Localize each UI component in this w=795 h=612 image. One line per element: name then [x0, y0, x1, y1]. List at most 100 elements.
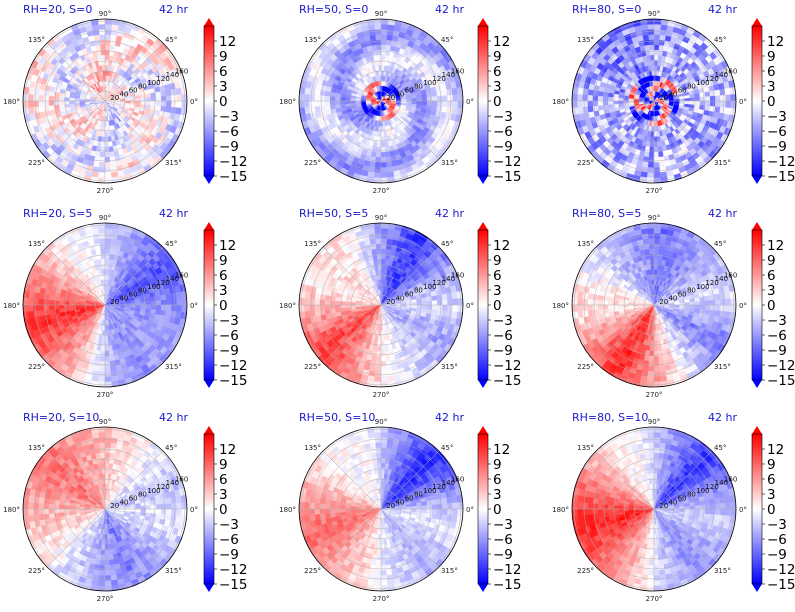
colorbar-tick-label: −9	[219, 139, 239, 155]
heatmap-cell	[98, 162, 106, 168]
heatmap-cell	[104, 371, 112, 377]
heatmap-cell	[33, 100, 39, 108]
colorbar-tick-label: 12	[493, 34, 510, 50]
heatmap-cell	[648, 39, 655, 46]
radial-tick-label: 80	[138, 287, 147, 295]
angle-tick-label: 135°	[304, 36, 321, 44]
colorbar-extend-top	[478, 18, 488, 26]
heatmap-cell	[166, 100, 172, 108]
heatmap-cell	[33, 298, 39, 306]
heatmap-cell	[452, 100, 459, 108]
heatmap-cell	[53, 100, 60, 106]
heatmap-cell	[380, 49, 386, 56]
heatmap-cell	[694, 96, 701, 102]
heatmap-cell	[442, 94, 448, 102]
heatmap-cell	[715, 100, 721, 108]
heatmap-cell	[653, 23, 661, 30]
heatmap-cell	[104, 34, 112, 40]
heatmap-cell	[368, 166, 376, 173]
heatmap-cell	[100, 141, 106, 148]
heatmap-cell	[99, 151, 106, 158]
heatmap-cell	[48, 95, 55, 102]
polar-panel-3: 20 40 60 80 1001201401600°45°90°135°180°225°…	[552, 3, 795, 195]
heatmap-cell	[314, 100, 320, 108]
heatmap-cell	[380, 141, 386, 148]
heatmap-cell	[380, 162, 388, 168]
heatmap-cell	[597, 90, 604, 97]
angle-tick-label: 315°	[165, 159, 182, 167]
heatmap-cell	[109, 39, 116, 46]
heatmap-cell	[38, 100, 44, 108]
heatmap-cell	[92, 29, 100, 36]
heatmap-cell	[659, 166, 667, 173]
heatmap-cell	[43, 294, 50, 301]
heatmap-cell	[386, 166, 394, 173]
heatmap-cell	[96, 345, 102, 352]
heatmap-cell	[125, 100, 131, 104]
panel-title: RH=80, S=0	[572, 3, 641, 16]
heatmap-cell	[657, 49, 664, 56]
heatmap-cell	[92, 166, 100, 173]
colorbar-extend-top	[204, 222, 214, 230]
heatmap-cell	[100, 49, 106, 56]
heatmap-cell	[628, 98, 634, 102]
colorbar-tick-label: 9	[493, 49, 502, 65]
heatmap-cell	[699, 104, 706, 111]
heatmap-cell	[110, 29, 118, 36]
heatmap-cell	[674, 100, 680, 104]
angle-tick-label: 225°	[28, 363, 45, 371]
heatmap-cell	[109, 248, 116, 255]
heatmap-cell	[58, 296, 65, 302]
heatmap-cell	[33, 106, 40, 114]
heatmap-cell	[426, 100, 433, 106]
heatmap-cell	[653, 156, 660, 163]
heatmap-cell	[309, 88, 316, 96]
heatmap-cell	[720, 100, 726, 108]
colorbar-gradient	[478, 26, 488, 176]
heatmap-cell	[641, 166, 649, 173]
heatmap-cell	[155, 105, 162, 112]
radial-tick-label: 60	[678, 87, 687, 95]
heatmap-cell	[730, 93, 737, 102]
heatmap-cell	[110, 34, 117, 41]
heatmap-cell	[694, 104, 701, 110]
heatmap-cell	[98, 167, 106, 173]
heatmap-cell	[43, 95, 50, 102]
colorbar-tick-label: −12	[219, 358, 248, 374]
heatmap-cell	[181, 297, 188, 306]
heatmap-cell	[104, 23, 112, 30]
angle-tick-label: 225°	[28, 159, 45, 167]
heatmap-cell	[319, 100, 326, 107]
heatmap-cell	[647, 23, 655, 30]
heatmap-cell	[380, 156, 387, 163]
heatmap-cell	[99, 156, 106, 163]
heatmap-cell	[160, 299, 167, 306]
heatmap-cell	[298, 93, 305, 102]
heatmap-cell	[426, 104, 433, 111]
polar-panel-1: 20 40 60 80 1001201401600°45°90°135°180°225°…	[3, 3, 247, 195]
heatmap-cell	[160, 309, 167, 316]
heatmap-cell	[22, 304, 29, 313]
radial-tick-label: 160	[724, 67, 737, 75]
angle-tick-label: 180°	[552, 98, 569, 106]
heatmap-cell	[597, 100, 604, 107]
angle-tick-label: 135°	[28, 240, 45, 248]
heatmap-cell	[457, 100, 464, 109]
heatmap-cell	[171, 304, 177, 312]
angle-tick-label: 90°	[648, 10, 660, 18]
heatmap-cell	[436, 100, 443, 107]
heatmap-cell	[104, 355, 111, 362]
heatmap-cell	[68, 97, 75, 102]
heatmap-cell	[329, 100, 336, 106]
heatmap-cell	[653, 29, 661, 35]
heatmap-cell	[104, 146, 110, 153]
heatmap-cell	[22, 297, 29, 306]
heatmap-cell	[649, 146, 655, 153]
heatmap-cell	[380, 39, 387, 46]
angle-tick-label: 45°	[714, 36, 726, 44]
heatmap-cell	[166, 94, 172, 102]
heatmap-cell	[38, 304, 44, 312]
heatmap-cell	[324, 95, 331, 102]
heatmap-cell	[181, 93, 188, 102]
